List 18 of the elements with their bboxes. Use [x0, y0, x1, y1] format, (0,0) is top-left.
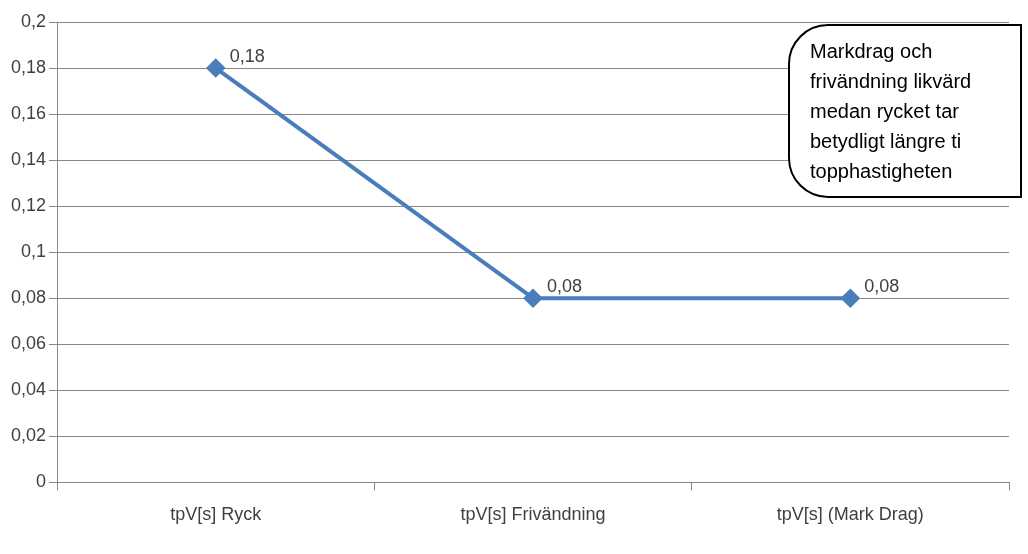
y-tick-label: 0,18: [10, 57, 47, 78]
data-label: 0,08: [547, 276, 583, 297]
y-tick-label: 0,12: [10, 195, 47, 216]
x-tick-label: tpV[s] Ryck: [170, 504, 263, 525]
y-tick-label: 0,08: [10, 287, 47, 308]
y-tick-label: 0,1: [21, 241, 47, 262]
y-tick-label: 0,14: [10, 149, 47, 170]
y-tick-label: 0,2: [21, 10, 47, 31]
x-tick-label: tpV[s] (Mark Drag): [776, 504, 924, 525]
y-tick-label: 0,06: [10, 333, 47, 354]
y-tick-label: 0,16: [10, 103, 47, 124]
callout-box: Markdrag och frivändning likvärd medan rycket tar betydligt längre ti topphastigheten: [788, 24, 1022, 198]
y-tick-label: 0,02: [10, 425, 47, 446]
y-tick-label: 0: [36, 471, 47, 492]
data-label: 0,08: [864, 276, 900, 297]
x-tick-label: tpV[s] Frivändning: [460, 504, 606, 525]
y-tick-label: 0,04: [10, 379, 47, 400]
data-label: 0,18: [229, 46, 265, 67]
